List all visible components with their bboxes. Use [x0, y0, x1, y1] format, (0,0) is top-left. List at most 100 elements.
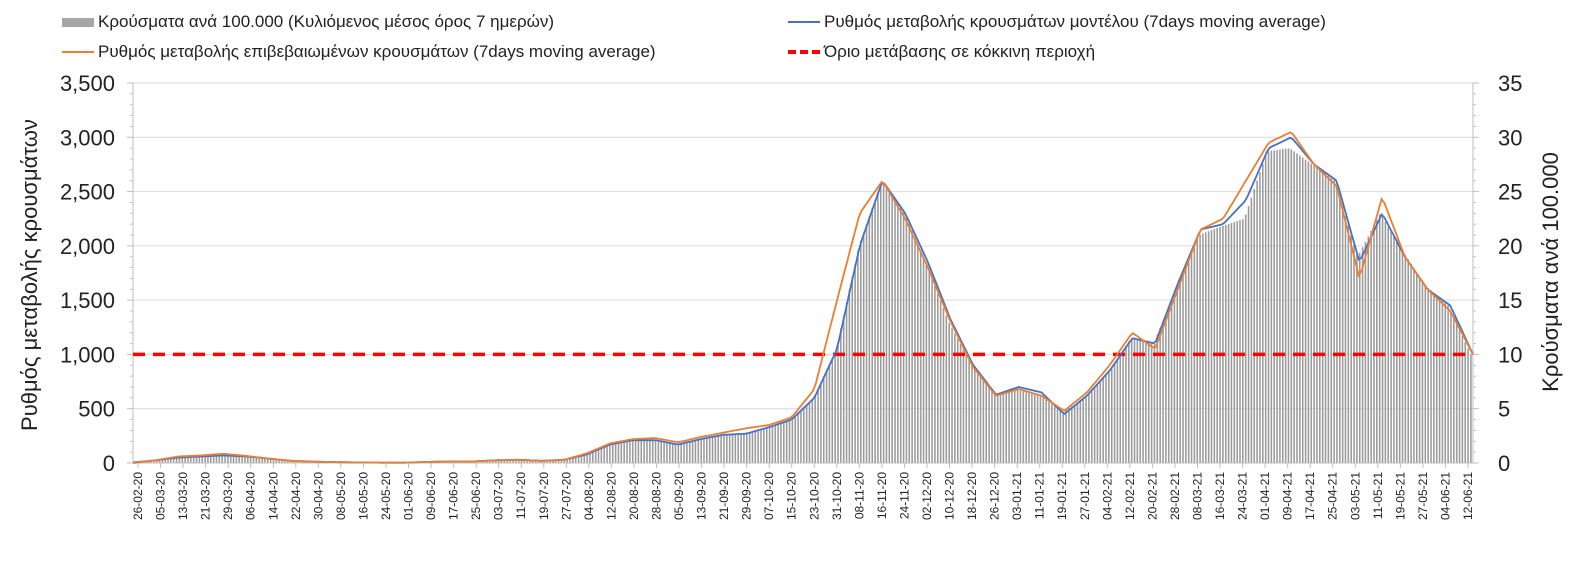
case-bar [971, 364, 973, 463]
case-bar [851, 276, 854, 463]
case-bar [991, 390, 993, 463]
case-bar [934, 285, 936, 463]
case-bar [1387, 226, 1390, 463]
case-bar [1290, 149, 1293, 464]
case-bar [748, 432, 751, 463]
x-tick-label: 05-09-20 [672, 472, 686, 520]
case-bar [620, 442, 623, 463]
case-bar [164, 458, 166, 463]
case-bar [1464, 342, 1467, 463]
case-bar [714, 436, 717, 463]
case-bar [888, 191, 891, 463]
case-bar [1307, 161, 1310, 463]
case-bar [1341, 206, 1344, 464]
case-bar [1150, 343, 1153, 463]
case-bar [298, 461, 300, 463]
case-bar [646, 440, 648, 463]
case-bar [780, 422, 782, 463]
case-bar [1384, 221, 1387, 463]
case-bar [1216, 228, 1218, 463]
case-bar [1364, 241, 1367, 463]
case-bar [1330, 178, 1333, 464]
x-tick-label: 24-03-21 [1236, 472, 1250, 520]
case-bar [871, 207, 873, 463]
x-tick-label: 03-01-21 [1010, 472, 1024, 520]
case-bar [1301, 157, 1304, 464]
case-bar [1085, 397, 1087, 463]
case-bar [814, 394, 816, 463]
case-bar [951, 328, 953, 463]
x-tick-label: 24-05-20 [379, 472, 393, 520]
case-bar [546, 460, 548, 463]
case-bar [247, 456, 249, 463]
case-bar [175, 456, 178, 463]
left-y-tick-label: 2,500 [60, 180, 115, 205]
x-tick-label: 29-09-20 [740, 472, 754, 520]
x-tick-label: 12-08-20 [604, 472, 618, 520]
case-bar [899, 208, 902, 463]
case-bar [745, 433, 748, 463]
case-bar [954, 333, 956, 463]
case-bar [1099, 381, 1102, 463]
case-bar [289, 460, 292, 463]
case-bar [939, 300, 942, 463]
x-tick-label: 19-07-20 [537, 472, 551, 520]
case-bar [1090, 391, 1093, 463]
case-bar [968, 359, 970, 463]
case-bar [1270, 150, 1273, 463]
case-bar [1267, 151, 1270, 463]
x-tick-label: 05-03-20 [154, 472, 168, 520]
case-bar [212, 455, 215, 463]
case-bar [1213, 229, 1216, 463]
right-y-tick-label: 35 [1498, 71, 1522, 96]
case-bar [928, 271, 931, 463]
case-bar [557, 460, 560, 463]
case-bar [1427, 288, 1429, 463]
case-bar [1393, 236, 1395, 463]
x-tick-label: 25-06-20 [469, 472, 483, 520]
legend-bars-label: Κρούσματα ανά 100.000 (Κυλιόμενος μέσος … [98, 12, 555, 31]
case-bar [1284, 148, 1287, 463]
case-bar [1110, 367, 1113, 463]
case-bar [1076, 402, 1079, 463]
case-bar [785, 421, 788, 463]
x-tick-label: 08-03-21 [1191, 472, 1205, 520]
case-bar [529, 460, 531, 463]
right-y-tick-label: 5 [1498, 397, 1510, 422]
x-tick-label: 03-07-20 [492, 472, 506, 520]
case-bar [497, 459, 500, 463]
case-bar [706, 437, 708, 463]
case-bar [1145, 341, 1147, 463]
case-bar [492, 459, 494, 463]
case-bar [1433, 293, 1435, 463]
x-tick-label: 31-10-20 [830, 472, 844, 520]
case-bar [651, 440, 654, 463]
left-y-tick-label: 1,500 [60, 288, 115, 313]
case-bar [1031, 393, 1033, 463]
case-bar [868, 216, 871, 463]
x-tick-label: 27-01-21 [1078, 472, 1092, 520]
case-bar [877, 191, 879, 464]
case-bar [1470, 354, 1472, 463]
case-bar [996, 394, 999, 463]
case-bar [218, 455, 221, 463]
left-axis-title: Ρυθμός μεταβολής κρουσμάτων [17, 119, 42, 431]
case-bar [948, 322, 950, 463]
case-bar [1376, 219, 1378, 463]
case-bar [267, 458, 269, 463]
case-bar [1438, 298, 1441, 463]
left-y-tick-label: 3,500 [60, 71, 115, 96]
case-bar [1347, 225, 1350, 463]
case-bar [1062, 411, 1065, 463]
case-bar [1042, 397, 1045, 463]
case-bar [760, 429, 762, 463]
case-bar [580, 455, 583, 463]
case-bar [674, 444, 677, 463]
case-bar [509, 459, 511, 463]
x-tick-label: 04-06-21 [1439, 472, 1453, 520]
case-bar [894, 199, 896, 463]
case-bar [178, 456, 181, 463]
case-bar [657, 440, 660, 463]
legend-blue-swatch [788, 21, 820, 23]
case-bar [976, 372, 979, 463]
